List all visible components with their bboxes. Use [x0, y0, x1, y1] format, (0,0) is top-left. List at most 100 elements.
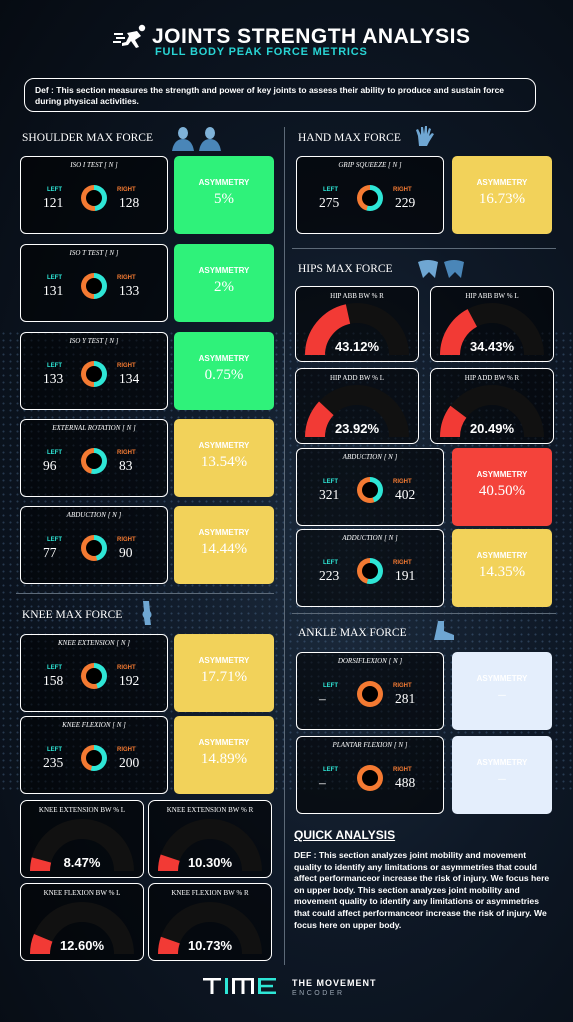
right-label: RIGHT: [393, 479, 412, 485]
test-name: ABDUCTION [ N ]: [66, 511, 122, 519]
gauge-title: HIP ADD BW % L: [329, 374, 385, 382]
left-right-donut-icon: [81, 273, 107, 299]
left-label: LEFT: [323, 767, 338, 773]
test-card: PLANTAR FLEXION [ N ] LEFT – RIGHT 488: [296, 736, 444, 814]
asymmetry-label: ASYMMETRY: [198, 266, 250, 275]
asymmetry-value: –: [498, 771, 506, 787]
left-label: LEFT: [323, 187, 338, 193]
gauge-fill: [30, 933, 53, 955]
test-name: ISO Y TEST [ N ]: [69, 337, 119, 345]
right-value: 191: [395, 568, 416, 583]
left-right-donut-icon: [81, 185, 107, 211]
gauge-arc: [30, 819, 134, 872]
test-card: KNEE FLEXION [ N ] LEFT 235 RIGHT 200: [20, 716, 168, 794]
left-value: 77: [43, 545, 57, 560]
test-name: EXTERNAL ROTATION [ N ]: [52, 424, 136, 432]
gauge-value: 23.92%: [334, 421, 380, 436]
knee-anatomy-icon: [142, 601, 152, 625]
test-card: ISO T TEST [ N ] LEFT 131 RIGHT 133: [20, 244, 168, 322]
asymmetry-label: ASYMMETRY: [198, 528, 250, 537]
gauge-card: HIP ADD BW % R 20.49%: [430, 368, 554, 444]
gauge-value: 10.30%: [187, 855, 233, 870]
left-right-donut-icon: [357, 477, 383, 503]
gauge-card: HIP ADD BW % L 23.92%: [295, 368, 419, 444]
left-label: LEFT: [47, 537, 62, 543]
left-label: LEFT: [323, 479, 338, 485]
gauge-fill: [440, 405, 467, 438]
asymmetry-badge: ASYMMETRY 2%: [174, 244, 274, 322]
test-name: ABDUCTION [ N ]: [342, 453, 398, 461]
test-name: ISO I TEST [ N ]: [70, 161, 118, 169]
right-label: RIGHT: [117, 665, 136, 671]
left-value: 275: [319, 195, 340, 210]
left-label: LEFT: [47, 275, 62, 281]
gauge-value: 8.47%: [63, 855, 101, 870]
left-value: 235: [43, 755, 64, 770]
test-card: ISO Y TEST [ N ] LEFT 133 RIGHT 134: [20, 332, 168, 410]
left-label: LEFT: [47, 363, 62, 369]
right-value: 90: [119, 545, 133, 560]
gauge-arc: [305, 303, 409, 356]
asymmetry-badge: ASYMMETRY 14.89%: [174, 716, 274, 794]
column-divider: [284, 127, 285, 965]
left-right-donut-icon: [357, 558, 383, 584]
gauge-title: HIP ABB BW % R: [330, 292, 384, 300]
right-label: RIGHT: [393, 683, 412, 689]
gauge-fill: [158, 936, 180, 955]
right-label: RIGHT: [393, 767, 412, 773]
right-value: 488: [395, 775, 416, 790]
test-name: KNEE EXTENSION [ N ]: [58, 639, 130, 647]
right-value: 133: [119, 283, 140, 298]
hand-anatomy-icon: [416, 126, 434, 146]
running-man-icon: [113, 24, 146, 48]
asymmetry-badge: ASYMMETRY 0.75%: [174, 332, 274, 410]
right-label: RIGHT: [117, 450, 136, 456]
gauge-value: 10.73%: [187, 938, 233, 953]
left-right-donut-icon: [81, 535, 107, 561]
left-right-donut-icon: [81, 448, 107, 474]
right-label: RIGHT: [117, 187, 136, 193]
asymmetry-badge: ASYMMETRY 5%: [174, 156, 274, 234]
left-value: –: [319, 775, 326, 790]
divider-hips-ankle: [292, 613, 556, 614]
tme-logo-icon: [203, 978, 276, 994]
left-value: 223: [319, 568, 340, 583]
test-card: GRIP SQUEEZE [ N ] LEFT 275 RIGHT 229: [296, 156, 444, 234]
gauge-arc: [30, 902, 134, 955]
knee-section-title: KNEE MAX FORCE: [22, 609, 123, 621]
asymmetry-value: 14.89%: [200, 751, 248, 767]
left-right-donut-icon: [357, 185, 383, 211]
gauge-card: KNEE EXTENSION BW % R 10.30%: [148, 800, 272, 878]
gauge-card: KNEE FLEXION BW % L 12.60%: [20, 883, 144, 961]
shoulder-section-title: SHOULDER MAX FORCE: [22, 132, 153, 144]
brand-name: THE MOVEMENT: [292, 978, 377, 988]
asymmetry-label: ASYMMETRY: [476, 551, 528, 560]
right-label: RIGHT: [117, 275, 136, 281]
left-label: LEFT: [47, 187, 62, 193]
asymmetry-label: ASYMMETRY: [198, 178, 250, 187]
right-value: 229: [395, 195, 416, 210]
right-value: 192: [119, 673, 140, 688]
left-value: 131: [43, 283, 64, 298]
asymmetry-badge: ASYMMETRY –: [452, 652, 552, 730]
gauge-arc: [305, 385, 409, 438]
right-value: 128: [119, 195, 140, 210]
gauge-fill: [158, 854, 180, 872]
hips-anatomy-icon: [418, 260, 464, 278]
quick-analysis-title: QUICK ANALYSIS: [294, 828, 396, 842]
left-right-donut-icon: [81, 745, 107, 771]
ankle-section-title: ANKLE MAX FORCE: [298, 627, 407, 639]
asymmetry-label: ASYMMETRY: [476, 674, 528, 683]
gauge-value: 12.60%: [59, 938, 105, 953]
asymmetry-label: ASYMMETRY: [476, 178, 528, 187]
asymmetry-value: 13.54%: [200, 454, 248, 470]
test-name: GRIP SQUEEZE [ N ]: [338, 161, 402, 169]
left-right-donut-icon: [357, 765, 383, 791]
test-card: ADDUCTION [ N ] LEFT 223 RIGHT 191: [296, 529, 444, 607]
gauge-title: KNEE EXTENSION BW % R: [166, 806, 254, 814]
gauge-fill: [305, 304, 351, 356]
gauge-card: HIP ABB BW % R 43.12%: [295, 286, 419, 362]
asymmetry-label: ASYMMETRY: [198, 354, 250, 363]
left-value: 158: [43, 673, 64, 688]
